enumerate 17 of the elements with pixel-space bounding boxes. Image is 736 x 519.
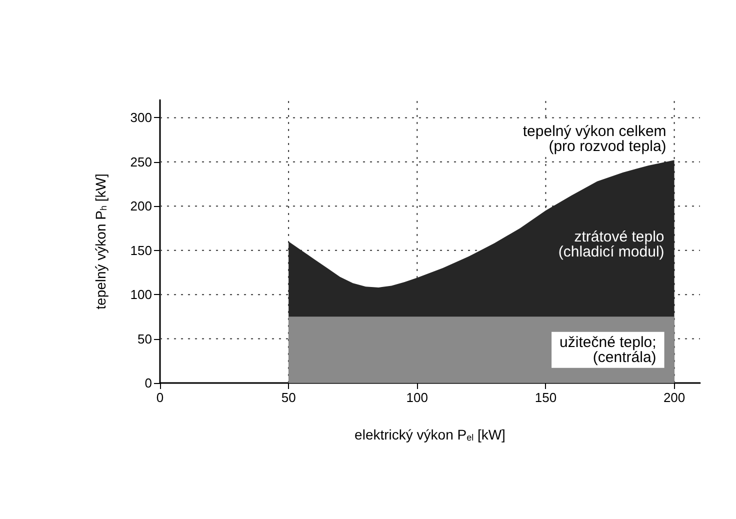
series-label: užitečné teplo; (centrála) [560, 334, 656, 366]
x-tick-label: 50 [281, 390, 296, 405]
y-tick-label: 100 [130, 287, 152, 302]
x-tick-label: 100 [406, 390, 428, 405]
y-tick-label: 300 [130, 110, 152, 126]
series-label: ztrátové teplo (chladicí modul) [558, 228, 664, 261]
x-tick-label: 0 [156, 390, 164, 405]
y-tick-label: 150 [130, 242, 152, 258]
x-tick-label: 150 [534, 390, 557, 405]
y-tick-label: 250 [130, 154, 152, 170]
annotation: tepelný výkon celkem (pro rozvod tepla) [522, 123, 666, 155]
x-tick-label: 200 [663, 390, 686, 405]
x-axis-title: elektrický výkon Pel [kW] [354, 426, 506, 442]
y-tick-label: 200 [130, 198, 152, 214]
y-tick-label: 0 [144, 376, 152, 390]
y-axis-title: tepelný výkon Ph [kW] [92, 174, 108, 310]
y-tick-label: 50 [138, 331, 152, 346]
